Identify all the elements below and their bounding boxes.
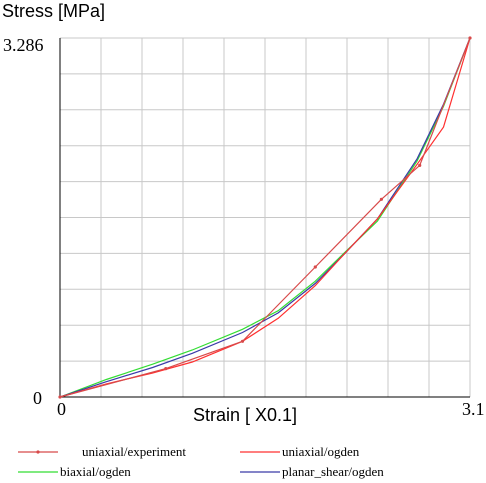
grid (60, 37, 471, 397)
data-point (240, 339, 245, 343)
x-tick-max: 3.1 (462, 399, 485, 419)
legend-item: biaxial/ogden (18, 464, 131, 479)
y-tick-min: 0 (33, 388, 42, 408)
legend-item: uniaxial/ogden (240, 444, 360, 459)
legend-item: uniaxial/experiment (18, 444, 186, 459)
x-axis-label: Strain [ X0.1] (193, 405, 297, 425)
series-group (58, 36, 472, 399)
series-line (59, 37, 471, 398)
legend-item: planar_shear/ogden (240, 464, 384, 479)
x-tick-min: 0 (57, 399, 66, 419)
legend-label: uniaxial/ogden (282, 444, 360, 459)
series-line (59, 37, 471, 398)
legend-marker (36, 450, 40, 454)
legend-label: planar_shear/ogden (282, 464, 384, 479)
data-point (164, 367, 168, 371)
y-tick-max: 3.286 (3, 35, 44, 55)
data-point (379, 197, 383, 201)
data-point (468, 36, 472, 40)
axes (59, 38, 470, 398)
legend: uniaxial/experiment uniaxial/ogden biaxi… (18, 444, 384, 479)
data-point (58, 395, 62, 399)
legend-label: uniaxial/experiment (82, 444, 186, 459)
data-point (418, 163, 422, 167)
legend-label: biaxial/ogden (60, 464, 131, 479)
data-point (313, 265, 317, 269)
y-axis-label: Stress [MPa] (2, 1, 105, 21)
